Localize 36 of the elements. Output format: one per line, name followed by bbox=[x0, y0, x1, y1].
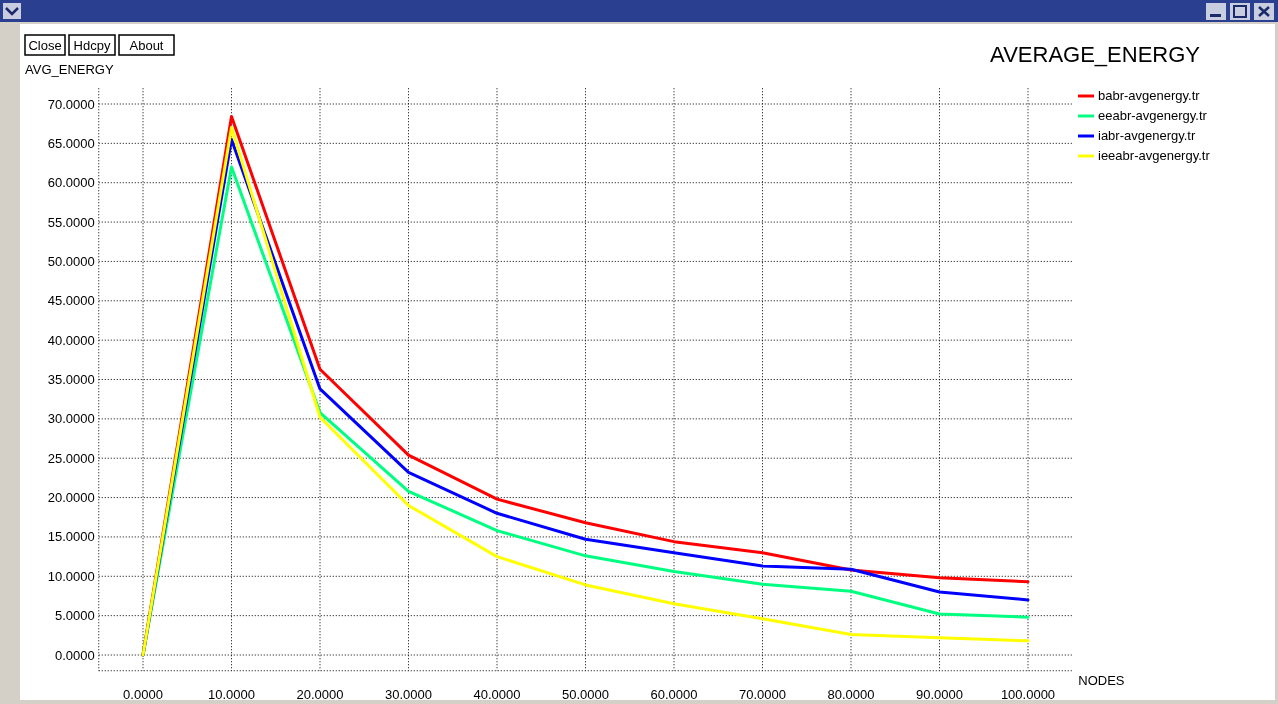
x-tick-label: 70.0000 bbox=[739, 687, 786, 702]
y-tick-label: 55.0000 bbox=[47, 214, 95, 230]
x-tick-label: 80.0000 bbox=[827, 687, 875, 702]
y-axis-title: AVG_ENERGY bbox=[25, 62, 114, 77]
x-tick-label: 0.0000 bbox=[123, 687, 163, 702]
y-tick-label: 5.0000 bbox=[54, 608, 95, 624]
x-tick-label: 30.0000 bbox=[385, 687, 432, 702]
y-tick-label: 0.0000 bbox=[54, 647, 95, 663]
x-tick-label: 60.0000 bbox=[650, 687, 698, 702]
x-tick-label: 100.0000 bbox=[1000, 687, 1056, 702]
x-tick-label: 40.0000 bbox=[473, 687, 521, 702]
y-tick-label: 15.0000 bbox=[47, 529, 95, 545]
x-axis-title: NODES bbox=[1078, 672, 1125, 688]
legend-label: ieeabr-avgenergy.tr bbox=[1098, 148, 1211, 163]
y-tick-label: 70.0000 bbox=[47, 96, 95, 112]
y-tick-label: 25.0000 bbox=[47, 450, 95, 466]
y-tick-label: 40.0000 bbox=[47, 332, 95, 348]
x-tick-label: 50.0000 bbox=[562, 687, 609, 702]
legend-label: iabr-avgenergy.tr bbox=[1098, 128, 1196, 143]
y-tick-label: 60.0000 bbox=[47, 175, 95, 191]
y-tick-label: 35.0000 bbox=[47, 372, 95, 388]
y-tick-label: 45.0000 bbox=[47, 293, 95, 309]
y-tick-label: 50.0000 bbox=[47, 253, 95, 269]
x-tick-label: 90.0000 bbox=[916, 687, 963, 702]
button: Close bbox=[24, 34, 66, 56]
legend-label: eeabr-avgenergy.tr bbox=[1098, 108, 1208, 123]
chart-title: AVERAGE_ENERGY bbox=[990, 42, 1201, 67]
x-tick-label: 10.0000 bbox=[208, 687, 255, 702]
y-tick-label: 20.0000 bbox=[47, 490, 95, 506]
x-tick-label: 20.0000 bbox=[296, 687, 344, 702]
y-tick-label: 30.0000 bbox=[47, 411, 95, 427]
legend-label: babr-avgenergy.tr bbox=[1098, 88, 1201, 103]
button: About bbox=[118, 34, 175, 56]
button: Hdcpy bbox=[68, 34, 116, 56]
y-tick-label: 65.0000 bbox=[47, 135, 95, 151]
y-tick-label: 10.0000 bbox=[47, 568, 95, 584]
